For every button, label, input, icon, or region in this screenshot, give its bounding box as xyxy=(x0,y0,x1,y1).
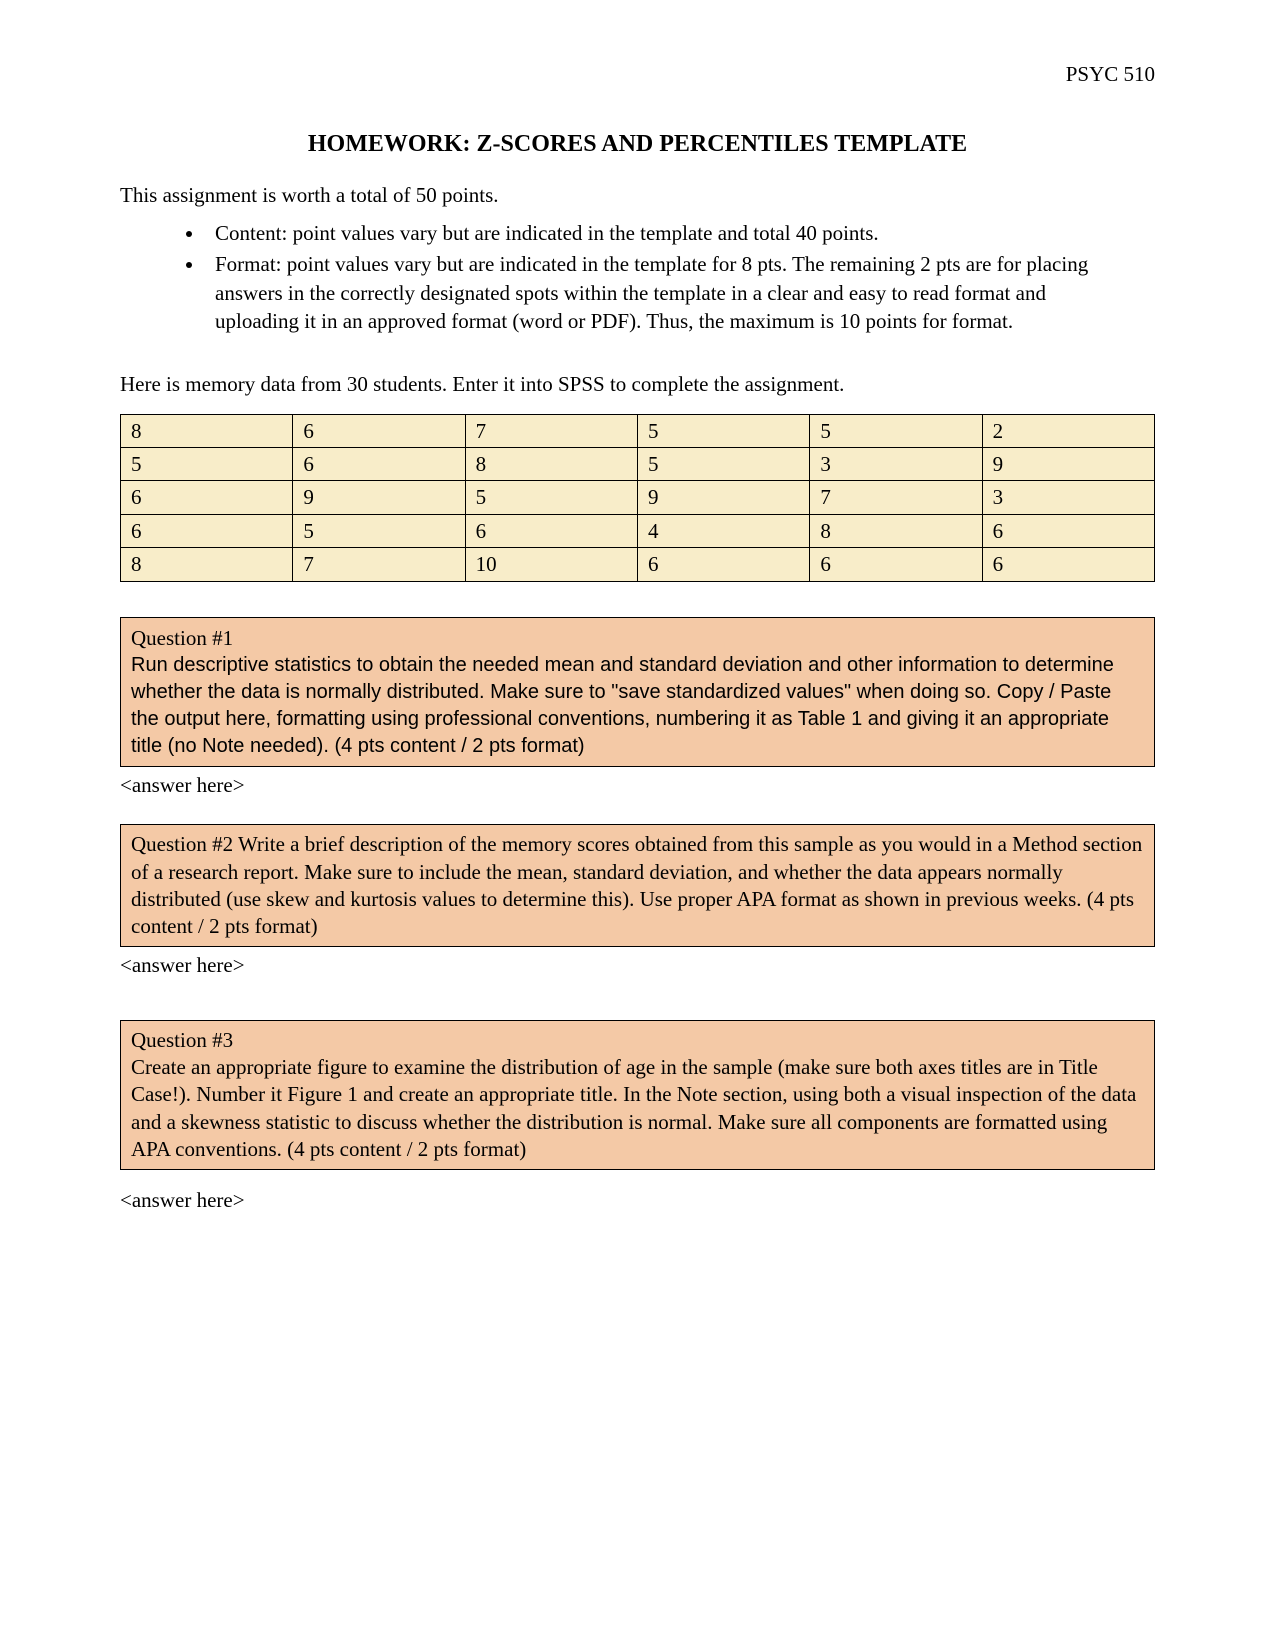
question-label: Question #3 xyxy=(131,1027,1144,1054)
answer-placeholder: <answer here> xyxy=(120,771,1155,799)
table-cell: 9 xyxy=(982,448,1154,481)
table-cell: 2 xyxy=(982,414,1154,447)
table-cell: 10 xyxy=(465,548,637,581)
question-text: Run descriptive statistics to obtain the… xyxy=(131,652,1144,760)
table-cell: 3 xyxy=(982,481,1154,514)
page-header: PSYC 510 xyxy=(120,60,1155,88)
table-row: 6 5 6 4 8 6 xyxy=(121,514,1155,547)
question-label: Question #2 xyxy=(131,832,233,856)
table-cell: 8 xyxy=(810,514,982,547)
question-box-3: Question #3 Create an appropriate figure… xyxy=(120,1020,1155,1170)
table-cell: 4 xyxy=(637,514,809,547)
bullet-list: Content: point values vary but are indic… xyxy=(205,219,1135,335)
table-cell: 6 xyxy=(121,481,293,514)
instruction-text: Here is memory data from 30 students. En… xyxy=(120,370,1155,398)
table-cell: 8 xyxy=(121,548,293,581)
table-cell: 5 xyxy=(465,481,637,514)
table-cell: 8 xyxy=(465,448,637,481)
question-text: Write a brief description of the memory … xyxy=(131,832,1142,938)
data-table: 8 6 7 5 5 2 5 6 8 5 3 9 6 9 5 9 7 3 6 5 … xyxy=(120,414,1155,582)
page-title: HOMEWORK: Z-SCORES AND PERCENTILES TEMPL… xyxy=(120,128,1155,160)
question-box-1: Question #1 Run descriptive statistics t… xyxy=(120,617,1155,767)
table-row: 5 6 8 5 3 9 xyxy=(121,448,1155,481)
table-cell: 6 xyxy=(293,448,465,481)
table-row: 6 9 5 9 7 3 xyxy=(121,481,1155,514)
table-cell: 5 xyxy=(637,448,809,481)
table-cell: 7 xyxy=(465,414,637,447)
table-cell: 5 xyxy=(637,414,809,447)
table-cell: 6 xyxy=(293,414,465,447)
table-row: 8 7 10 6 6 6 xyxy=(121,548,1155,581)
table-cell: 6 xyxy=(121,514,293,547)
question-box-2: Question #2 Write a brief description of… xyxy=(120,824,1155,947)
table-cell: 8 xyxy=(121,414,293,447)
table-cell: 9 xyxy=(293,481,465,514)
table-cell: 9 xyxy=(637,481,809,514)
table-cell: 6 xyxy=(982,548,1154,581)
bullet-item: Content: point values vary but are indic… xyxy=(205,219,1135,247)
table-row: 8 6 7 5 5 2 xyxy=(121,414,1155,447)
table-cell: 5 xyxy=(121,448,293,481)
table-cell: 6 xyxy=(982,514,1154,547)
intro-text: This assignment is worth a total of 50 p… xyxy=(120,181,1155,209)
table-cell: 6 xyxy=(637,548,809,581)
answer-placeholder: <answer here> xyxy=(120,951,1155,979)
table-cell: 6 xyxy=(810,548,982,581)
table-cell: 5 xyxy=(810,414,982,447)
question-text: Create an appropriate figure to examine … xyxy=(131,1054,1144,1163)
bullet-item: Format: point values vary but are indica… xyxy=(205,250,1135,335)
table-cell: 6 xyxy=(465,514,637,547)
answer-placeholder: <answer here> xyxy=(120,1186,1155,1214)
table-cell: 7 xyxy=(293,548,465,581)
table-cell: 5 xyxy=(293,514,465,547)
course-code: PSYC 510 xyxy=(1066,62,1155,86)
table-cell: 7 xyxy=(810,481,982,514)
question-label: Question #1 xyxy=(131,624,1144,652)
table-cell: 3 xyxy=(810,448,982,481)
